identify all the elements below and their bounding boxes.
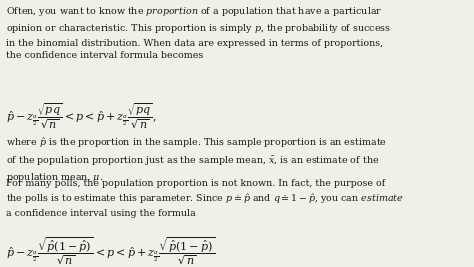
Text: where $\hat{p}$ is the proportion in the sample. This sample proportion is an es: where $\hat{p}$ is the proportion in the…: [6, 136, 387, 184]
Text: $\hat{p} - z_{\frac{\alpha}{2}}\dfrac{\sqrt{pq}}{\sqrt{n}} < p < \hat{p} + z_{\f: $\hat{p} - z_{\frac{\alpha}{2}}\dfrac{\s…: [6, 101, 157, 131]
Text: $\hat{p} - z_{\frac{\alpha}{2}}\dfrac{\sqrt{\hat{p}(1-\hat{p})}}{\sqrt{n}} < p <: $\hat{p} - z_{\frac{\alpha}{2}}\dfrac{\s…: [6, 235, 215, 267]
Text: Often, you want to know the $\mathit{proportion}$ of a population that have a pa: Often, you want to know the $\mathit{pro…: [6, 5, 391, 60]
Text: For many polls, the population proportion is not known. In fact, the purpose of
: For many polls, the population proportio…: [6, 179, 404, 218]
